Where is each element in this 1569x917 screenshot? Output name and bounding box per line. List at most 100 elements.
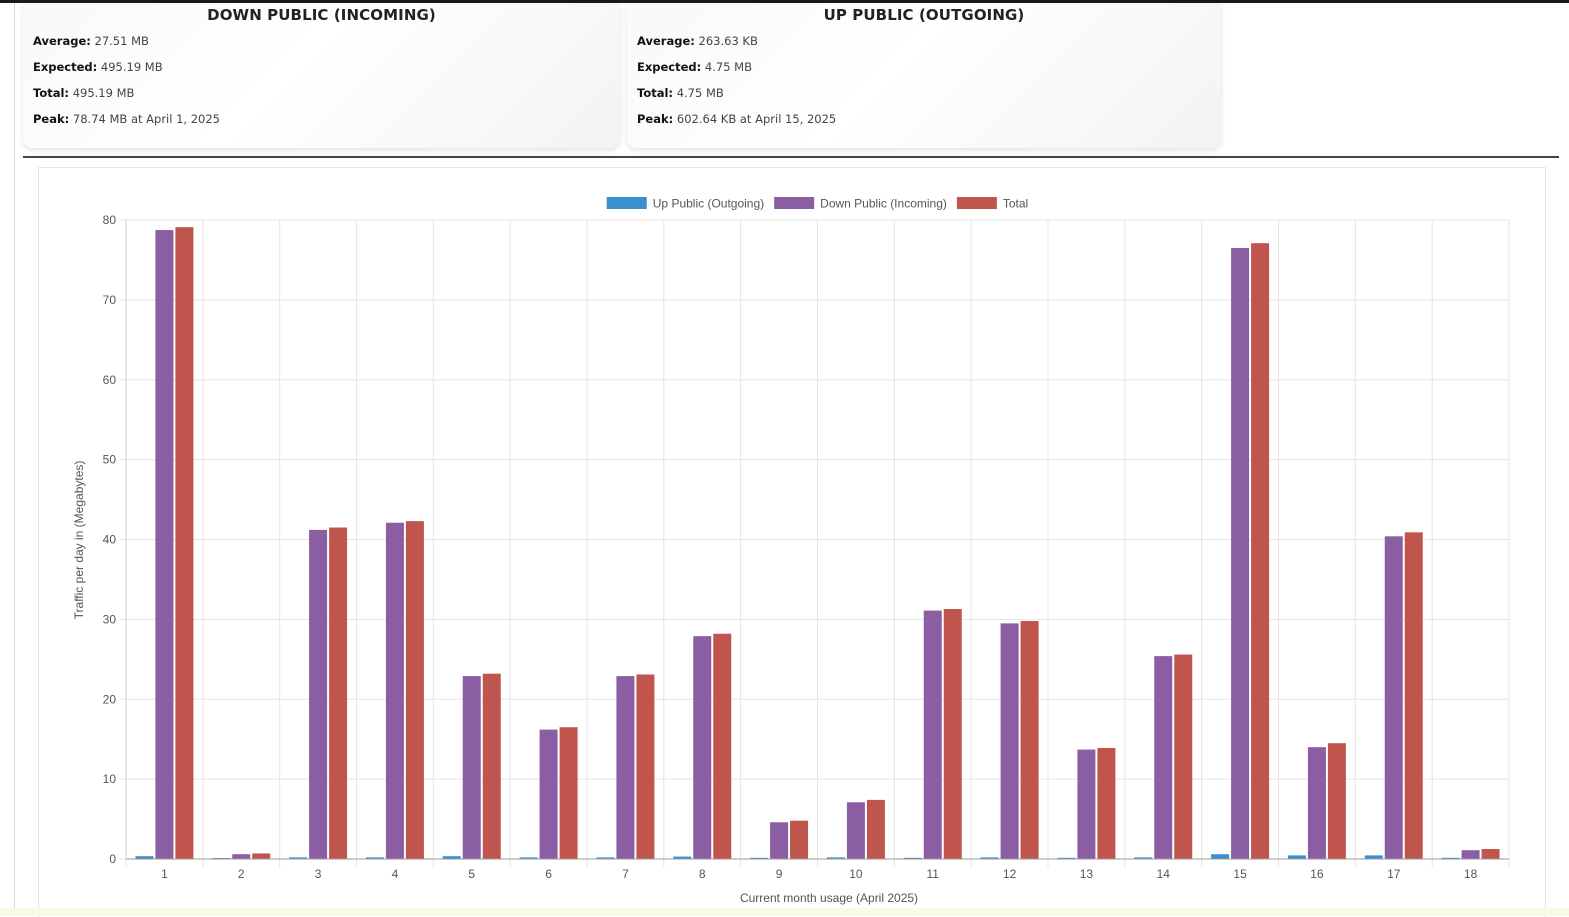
bar-total-day-15 xyxy=(1251,243,1270,859)
up-expected-value: 4.75 MB xyxy=(704,60,752,74)
bar-up-public-outgoing-day-9 xyxy=(750,857,769,859)
bar-up-public-outgoing-day-13 xyxy=(1057,857,1076,859)
up-peak-line: Peak: 602.64 KB at April 15, 2025 xyxy=(637,112,836,126)
y-tick-label-10: 10 xyxy=(103,772,117,786)
down-total-line: Total: 495.19 MB xyxy=(33,86,134,100)
bar-down-public-incoming-day-16 xyxy=(1307,747,1326,859)
down-expected-label: Expected: xyxy=(33,60,98,74)
x-tick-label-6: 6 xyxy=(545,867,552,881)
bar-up-public-outgoing-day-8 xyxy=(673,856,692,859)
x-tick-label-10: 10 xyxy=(849,867,863,881)
down-average-value: 27.51 MB xyxy=(94,34,149,48)
down-peak-line: Peak: 78.74 MB at April 1, 2025 xyxy=(33,112,220,126)
legend-swatch-up-public-outgoing[interactable] xyxy=(606,197,647,209)
x-tick-label-13: 13 xyxy=(1080,867,1094,881)
bar-total-day-5 xyxy=(482,673,501,859)
x-tick-label-15: 15 xyxy=(1233,867,1247,881)
bar-up-public-outgoing-day-11 xyxy=(903,857,922,859)
x-tick-label-7: 7 xyxy=(622,867,629,881)
up-expected-label: Expected: xyxy=(637,60,702,74)
bar-total-day-12 xyxy=(1020,620,1039,859)
bar-up-public-outgoing-day-12 xyxy=(980,857,999,859)
bar-down-public-incoming-day-8 xyxy=(693,636,712,859)
bar-down-public-incoming-day-15 xyxy=(1231,247,1250,860)
x-tick-label-11: 11 xyxy=(927,867,940,881)
bar-up-public-outgoing-day-3 xyxy=(289,857,308,859)
bar-total-day-2 xyxy=(252,853,271,859)
bar-up-public-outgoing-day-1 xyxy=(135,856,154,859)
y-tick-label-30: 30 xyxy=(103,612,117,626)
section-divider xyxy=(23,156,1559,158)
down-public-title: DOWN PUBLIC (INCOMING) xyxy=(207,6,436,24)
bar-total-day-3 xyxy=(329,527,348,859)
bar-total-day-4 xyxy=(405,521,424,859)
bar-down-public-incoming-day-14 xyxy=(1154,656,1173,859)
bar-total-day-6 xyxy=(559,727,578,859)
x-tick-label-17: 17 xyxy=(1387,867,1401,881)
bar-up-public-outgoing-day-6 xyxy=(519,857,538,859)
traffic-chart-panel: 0 10 20 30 40 50 60 70 80 1 2 3 4 5 6 7 8 9 10 11 12 13 14 15 16… xyxy=(38,167,1546,917)
bar-down-public-incoming-day-11 xyxy=(923,610,942,859)
bar-total-day-14 xyxy=(1174,654,1193,859)
bar-up-public-outgoing-day-5 xyxy=(442,856,461,859)
bar-up-public-outgoing-day-14 xyxy=(1134,857,1153,859)
up-average-label: Average: xyxy=(637,34,695,48)
bar-down-public-incoming-day-6 xyxy=(539,729,558,859)
x-tick-label-14: 14 xyxy=(1157,867,1171,881)
up-expected-line: Expected: 4.75 MB xyxy=(637,60,752,74)
legend-label-up-public-outgoing[interactable]: Up Public (Outgoing) xyxy=(653,197,764,211)
up-average-value: 263.63 KB xyxy=(698,34,758,48)
left-border xyxy=(14,3,15,916)
up-average-line: Average: 263.63 KB xyxy=(637,34,758,48)
down-peak-label: Peak: xyxy=(33,112,70,126)
y-tick-label-70: 70 xyxy=(103,293,117,307)
legend-swatch-total[interactable] xyxy=(956,197,997,209)
y-tick-label-40: 40 xyxy=(103,533,117,547)
up-total-line: Total: 4.75 MB xyxy=(637,86,724,100)
bar-total-day-8 xyxy=(713,633,732,859)
bar-total-day-13 xyxy=(1097,747,1116,859)
y-axis-title: Traffic per day in (Megabytes) xyxy=(72,461,86,620)
down-peak-value: 78.74 MB at April 1, 2025 xyxy=(72,112,220,126)
up-public-stats-card: UP PUBLIC (OUTGOING) Average: 263.63 KB … xyxy=(627,3,1221,148)
bar-total-day-11 xyxy=(943,608,962,859)
down-total-label: Total: xyxy=(33,86,70,100)
bar-down-public-incoming-day-1 xyxy=(155,230,174,859)
legend-label-down-public-incoming[interactable]: Down Public (Incoming) xyxy=(820,197,947,211)
y-tick-label-0: 0 xyxy=(109,852,116,866)
bar-total-day-16 xyxy=(1327,743,1346,859)
x-tick-label-5: 5 xyxy=(468,867,475,881)
x-tick-label-4: 4 xyxy=(392,867,399,881)
bar-down-public-incoming-day-9 xyxy=(770,822,789,859)
down-total-value: 495.19 MB xyxy=(72,86,135,100)
bar-up-public-outgoing-day-16 xyxy=(1287,855,1306,859)
chart-legend[interactable]: Up Public (Outgoing) Down Public (Incomin… xyxy=(606,197,1028,211)
x-tick-label-9: 9 xyxy=(776,867,783,881)
bar-down-public-incoming-day-12 xyxy=(1000,623,1019,859)
x-tick-label-3: 3 xyxy=(315,867,322,881)
bar-down-public-incoming-day-17 xyxy=(1384,536,1403,859)
bar-down-public-incoming-day-3 xyxy=(309,529,328,859)
y-tick-label-20: 20 xyxy=(103,692,117,706)
y-tick-label-60: 60 xyxy=(103,373,117,387)
bar-down-public-incoming-day-4 xyxy=(385,522,404,859)
bar-up-public-outgoing-day-15 xyxy=(1211,854,1230,859)
x-tick-label-12: 12 xyxy=(1003,867,1017,881)
x-axis-title: Current month usage (April 2025) xyxy=(740,891,918,905)
legend-label-total[interactable]: Total xyxy=(1003,197,1028,211)
bar-up-public-outgoing-day-4 xyxy=(365,857,384,859)
bar-up-public-outgoing-day-18 xyxy=(1441,857,1460,859)
bar-down-public-incoming-day-2 xyxy=(232,854,251,859)
x-tick-label-2: 2 xyxy=(238,867,245,881)
chart-bars xyxy=(135,227,1500,860)
up-total-label: Total: xyxy=(637,86,674,100)
legend-swatch-down-public-incoming[interactable] xyxy=(774,197,815,209)
bar-up-public-outgoing-day-10 xyxy=(826,857,845,859)
bar-up-public-outgoing-day-17 xyxy=(1364,855,1383,859)
bar-down-public-incoming-day-10 xyxy=(846,802,865,859)
up-peak-value: 602.64 KB at April 15, 2025 xyxy=(676,112,837,126)
bar-down-public-incoming-day-5 xyxy=(462,676,481,859)
bar-total-day-9 xyxy=(790,820,809,859)
